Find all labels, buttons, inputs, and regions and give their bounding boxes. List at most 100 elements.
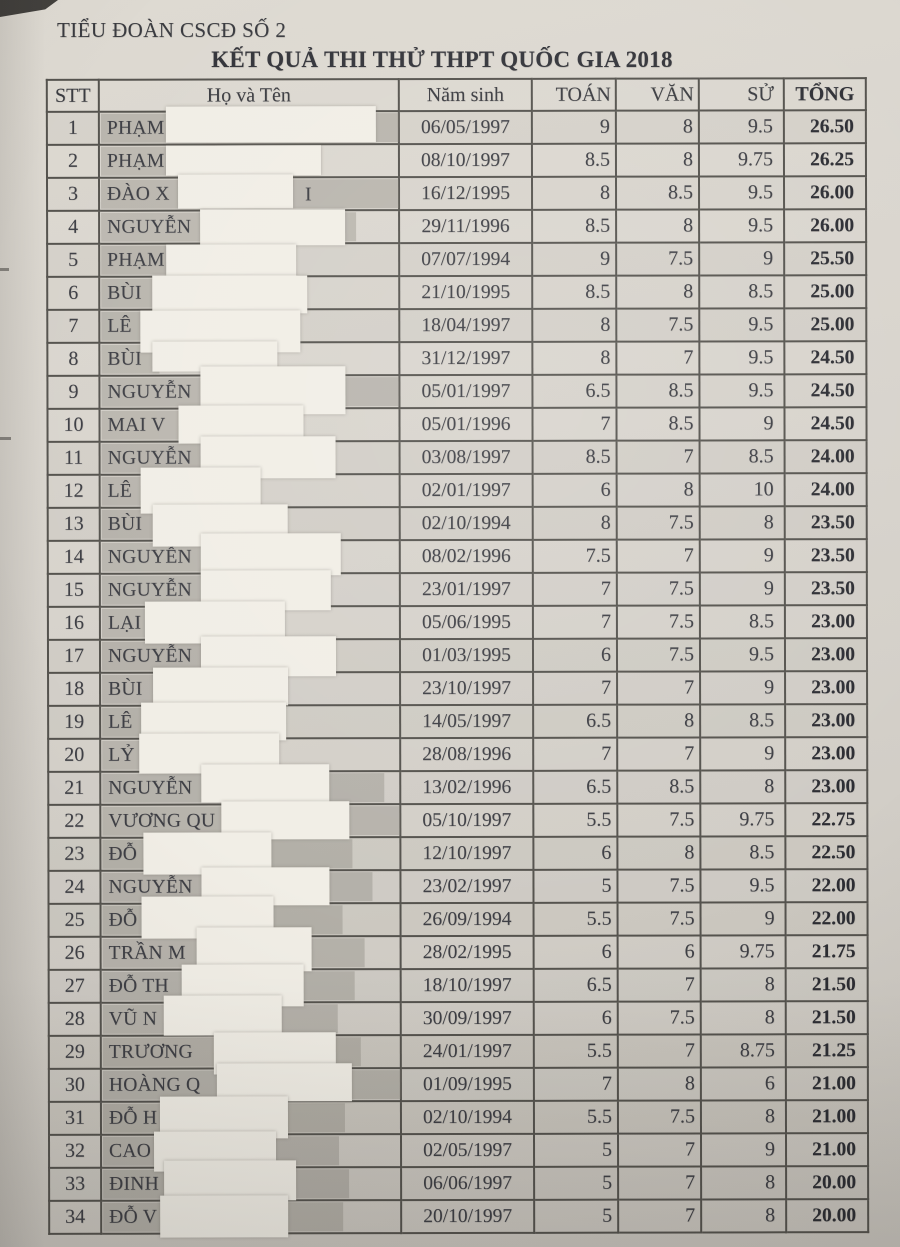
name-redaction-box [200, 533, 341, 576]
name-visible-text: NGUYỄN [107, 645, 193, 667]
name-visible-text: PHẠM [107, 249, 165, 271]
cell-math: 6.5 [533, 968, 618, 1002]
cell-stt: 33 [49, 1167, 102, 1201]
name-visible-text: NGUYỄN [108, 876, 193, 898]
cell-dob: 12/10/1997 [400, 836, 534, 871]
page-title: KẾT QUẢ THI THỬ THPT QUỐC GIA 2018 [211, 47, 673, 72]
name-suffix-text: I [305, 184, 312, 206]
cell-total: 23.50 [784, 506, 867, 540]
name-visible-text: LÊ [107, 315, 132, 337]
cell-total: 22.00 [785, 869, 868, 903]
cell-stt: 14 [47, 540, 100, 574]
cell-name: LẠI [99, 601, 400, 644]
cell-literature: 8 [617, 1067, 701, 1101]
cell-total: 23.00 [785, 737, 868, 771]
cell-total: 22.00 [785, 902, 868, 936]
table-row: 13 BÙI 02/10/1994 8 7.5 8 23.50 [47, 504, 867, 547]
cell-history: 8.5 [699, 440, 785, 474]
cell-math: 8.5 [532, 440, 617, 474]
cell-literature: 7 [616, 539, 700, 573]
cell-name: ĐỖ [100, 832, 401, 875]
col-header-math: TOÁN [531, 78, 616, 111]
cell-stt: 19 [48, 705, 101, 739]
cell-literature: 8 [617, 836, 701, 870]
cell-math: 5 [534, 1133, 619, 1167]
cell-total: 21.75 [785, 935, 868, 969]
cell-literature: 8 [616, 275, 700, 309]
cell-literature: 8 [615, 110, 699, 144]
cell-stt: 7 [47, 309, 100, 343]
cell-stt: 3 [46, 177, 100, 211]
cell-total: 26.50 [783, 110, 866, 144]
name-visible-text: LÊ [107, 480, 133, 502]
cell-total: 24.50 [784, 341, 867, 375]
photo-edge-artifact [0, 437, 11, 440]
table-row: 4 NGUYỄN 29/11/1996 8.5 8 9.5 26.00 [47, 209, 867, 246]
cell-stt: 32 [49, 1134, 102, 1168]
name-visible-text: BÙI [108, 678, 143, 700]
cell-total: 24.00 [784, 440, 867, 474]
cell-history: 6 [700, 1067, 786, 1101]
cell-history: 9 [699, 572, 785, 606]
cell-stt: 6 [47, 276, 100, 310]
photo-dark-corner [0, 0, 58, 17]
cell-stt: 34 [49, 1200, 102, 1234]
cell-dob: 05/06/1995 [399, 605, 533, 640]
cell-history: 9 [699, 539, 785, 573]
results-table-wrapper: STT Họ và Tên Năm sinh TOÁN VĂN SỬ TỔNG … [46, 77, 869, 1238]
col-header-dob: Năm sinh [398, 78, 532, 112]
cell-history: 9 [700, 671, 786, 705]
cell-stt: 29 [48, 1035, 101, 1069]
name-redaction-box [153, 667, 289, 706]
table-row: 20 LỶ 28/08/1996 7 7 9 23.00 [48, 733, 868, 774]
cell-math: 5 [533, 869, 618, 903]
cell-name: PHẠM [99, 243, 400, 281]
cell-math: 9 [531, 110, 616, 144]
cell-stt: 27 [48, 969, 101, 1003]
cell-dob: 18/10/1997 [400, 968, 534, 1003]
cell-total: 21.50 [785, 968, 868, 1002]
name-redaction-box [177, 174, 294, 209]
cell-literature: 8.5 [617, 770, 701, 804]
cell-math: 8 [532, 506, 617, 540]
cell-stt: 4 [47, 210, 100, 244]
cell-history: 9.75 [700, 935, 786, 969]
cell-math: 5.5 [533, 803, 618, 837]
cell-total: 21.25 [785, 1034, 868, 1068]
cell-dob: 23/02/1997 [400, 869, 534, 904]
cell-literature: 7.5 [617, 869, 701, 903]
cell-total: 24.50 [784, 374, 867, 408]
name-redaction-box [152, 275, 308, 314]
cell-dob: 23/01/1997 [399, 572, 533, 607]
cell-dob: 23/10/1997 [400, 671, 534, 706]
cell-total: 23.00 [784, 638, 868, 672]
cell-history: 8 [700, 1100, 787, 1134]
cell-total: 25.50 [784, 242, 867, 276]
cell-dob: 02/10/1994 [399, 506, 533, 541]
cell-total: 20.00 [786, 1199, 869, 1233]
cell-history: 9.5 [699, 638, 786, 672]
cell-history: 9 [701, 1133, 787, 1167]
cell-dob: 05/10/1997 [400, 803, 534, 838]
cell-history: 8.5 [699, 275, 785, 309]
table-row: 3 ĐÀO X I 16/12/1995 8 8.5 9.5 26.00 [46, 174, 867, 211]
cell-history: 9 [700, 902, 786, 936]
cell-name: BÙI [100, 667, 401, 706]
cell-dob: 13/02/1996 [400, 770, 534, 805]
name-visible-text: NGUYỄN [108, 777, 193, 799]
cell-literature: 8.5 [615, 176, 700, 210]
cell-name: VŨ N [100, 995, 401, 1036]
cell-math: 6.5 [533, 704, 618, 738]
cell-literature: 8 [616, 473, 700, 507]
cell-name: NGUYỄN [99, 533, 400, 576]
results-table: STT Họ và Tên Năm sinh TOÁN VĂN SỬ TỔNG … [46, 77, 869, 1238]
cell-stt: 5 [47, 243, 100, 277]
table-row: 29 TRƯƠNG 24/01/1997 5.5 7 8.75 21.25 [48, 1032, 868, 1075]
cell-total: 23.00 [785, 770, 868, 804]
cell-stt: 9 [47, 375, 100, 409]
cell-math: 6.5 [532, 374, 617, 408]
cell-name: NGUYỄN [99, 366, 400, 415]
cell-history: 8.5 [699, 605, 785, 639]
cell-total: 21.50 [785, 1001, 868, 1035]
cell-literature: 7.5 [616, 242, 700, 276]
